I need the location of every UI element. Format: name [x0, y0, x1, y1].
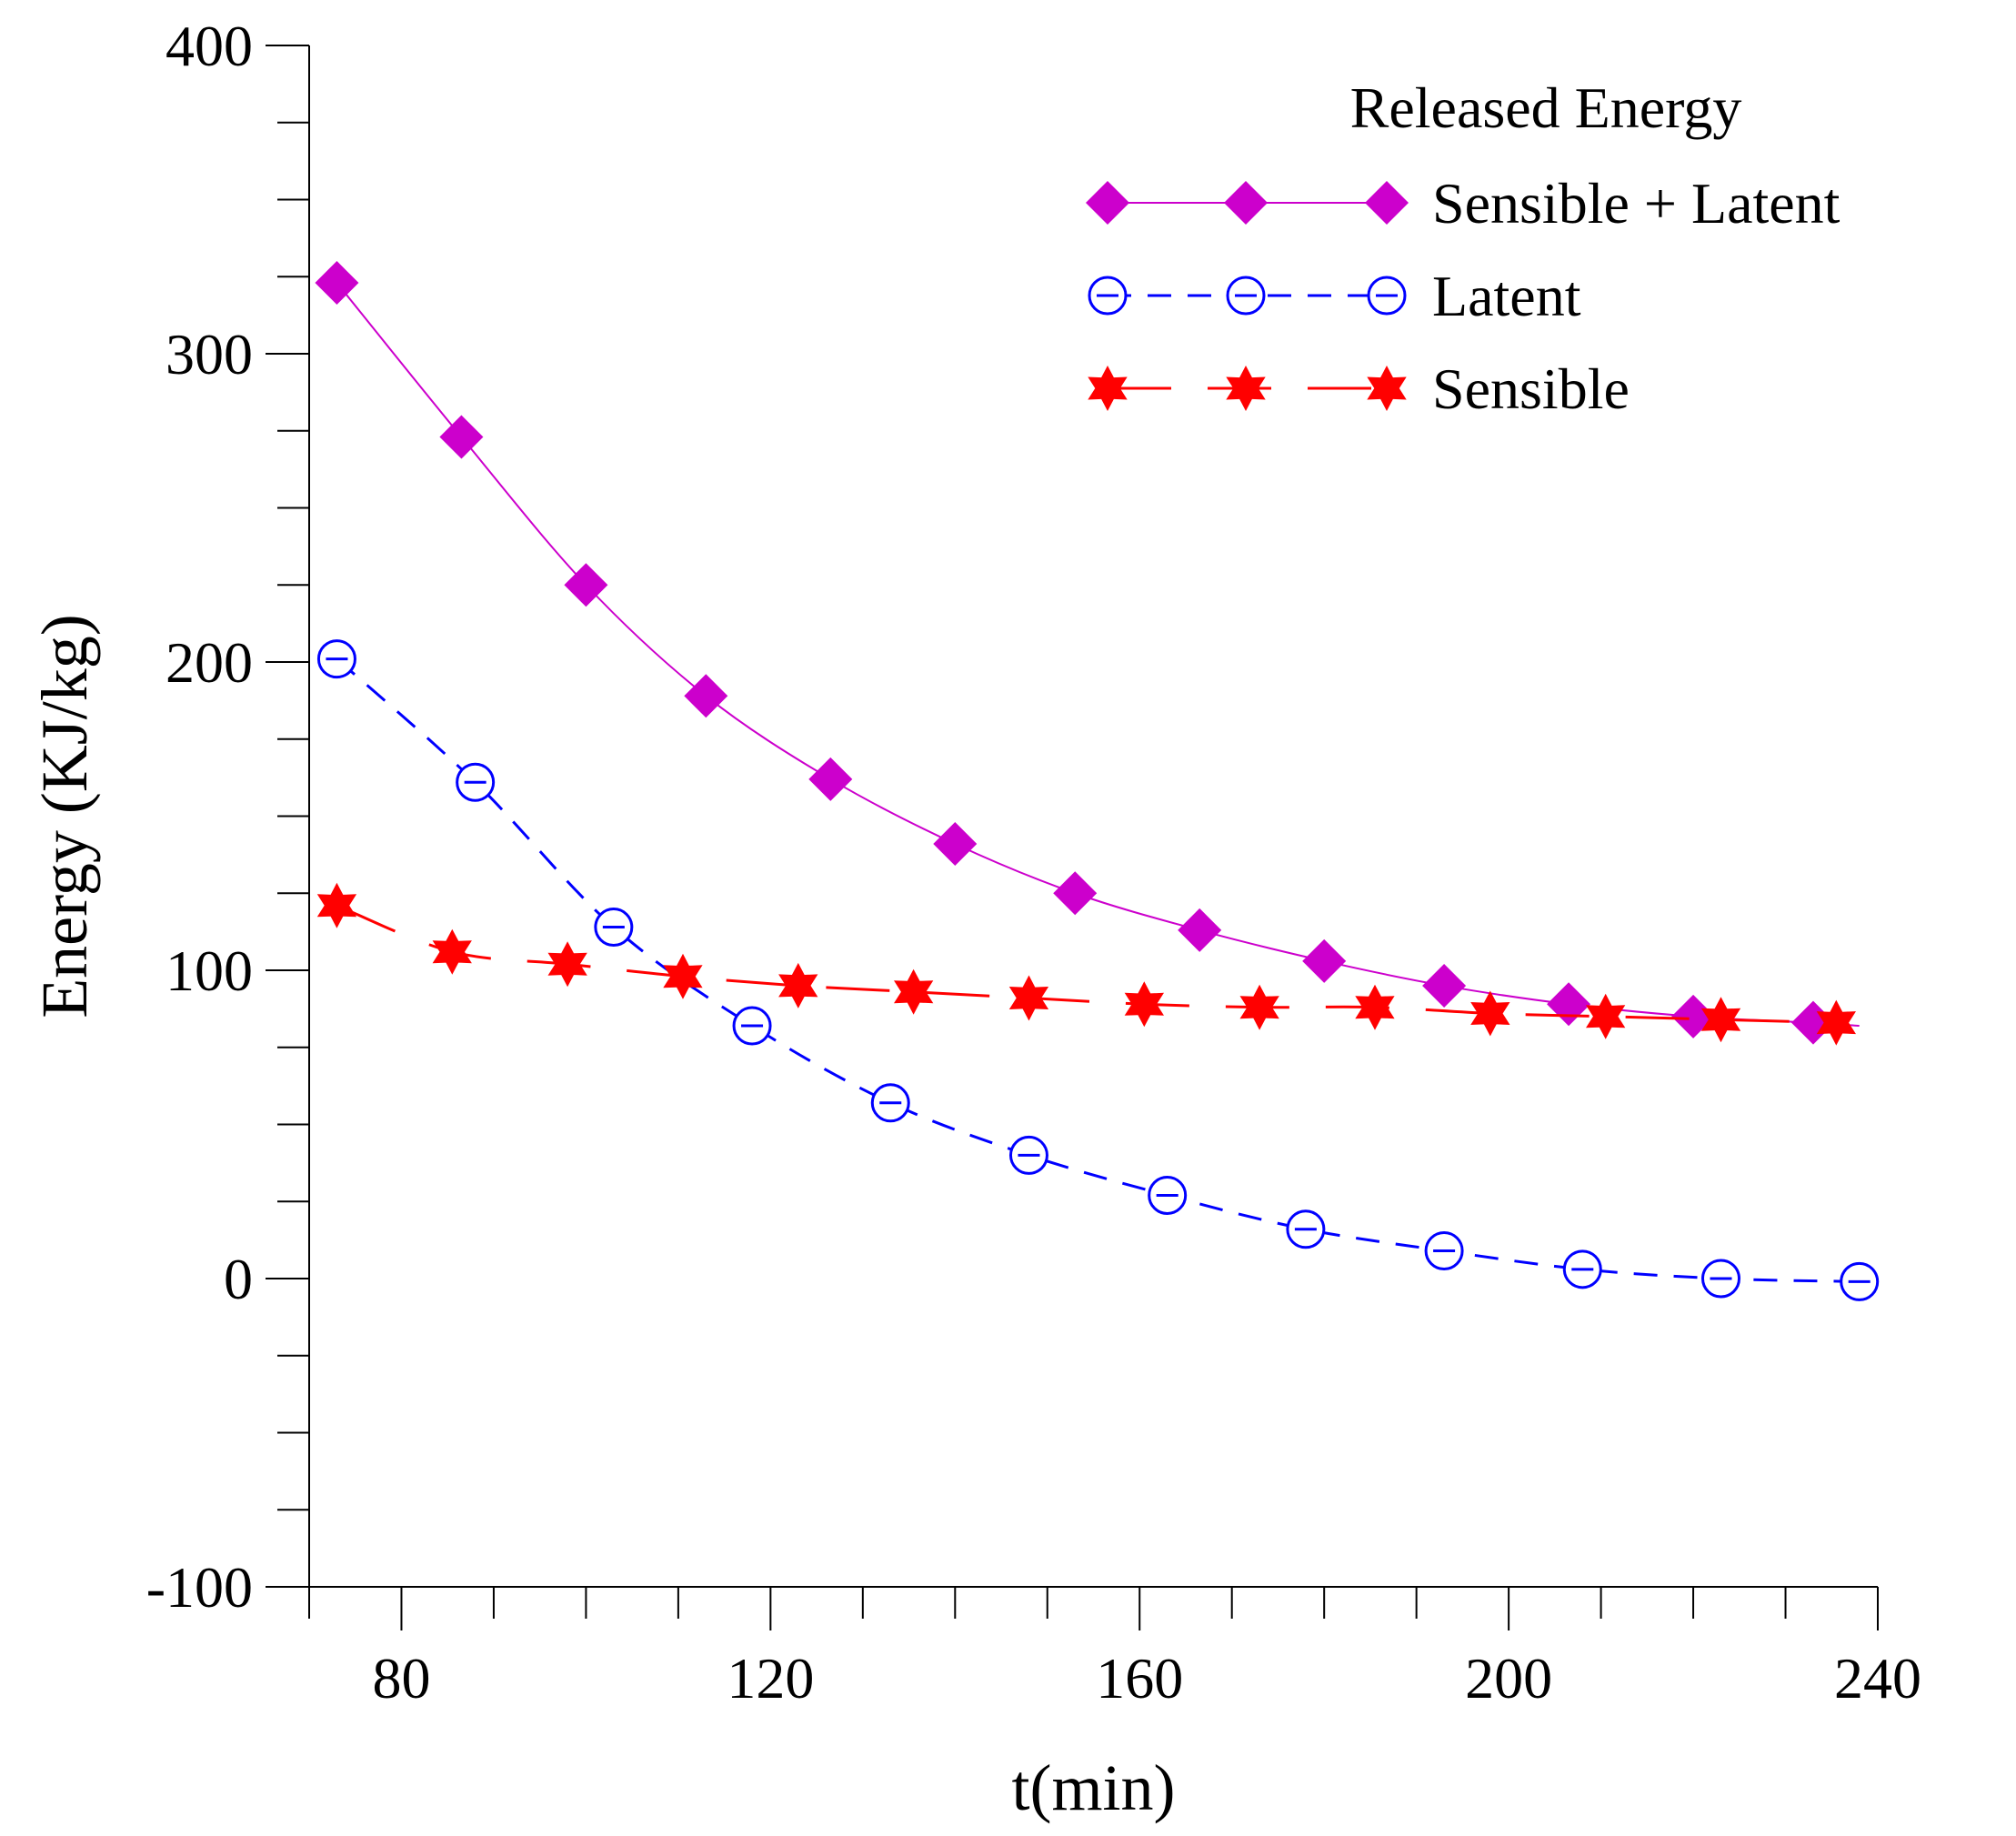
- legend-entries: Sensible + Latent Latent Sensible: [1086, 171, 1840, 421]
- series-2: [316, 882, 1856, 1046]
- legend-marker: [1365, 181, 1409, 225]
- legend-entry: Sensible: [1088, 356, 1630, 421]
- data-point: [1586, 993, 1626, 1039]
- data-point: [894, 968, 934, 1015]
- data-point: [439, 415, 484, 459]
- legend-marker: [1086, 181, 1129, 225]
- data-point: [778, 962, 818, 1008]
- x-tick-label: 200: [1465, 1646, 1552, 1711]
- data-point: [1701, 1259, 1740, 1299]
- legend-entry: Sensible + Latent: [1086, 171, 1840, 236]
- legend-label: Latent: [1432, 264, 1581, 328]
- data-point: [1178, 908, 1222, 952]
- legend-marker: [1088, 276, 1128, 316]
- data-point: [732, 1006, 772, 1046]
- x-tick-label: 160: [1096, 1646, 1183, 1711]
- x-tick-label: 120: [727, 1646, 814, 1711]
- legend-label: Sensible: [1432, 356, 1630, 421]
- legend-marker: [1226, 366, 1266, 411]
- x-tick-label: 80: [372, 1646, 430, 1711]
- series-layer: [315, 261, 1880, 1301]
- x-axis-title: t(min): [1012, 1751, 1176, 1824]
- data-point: [684, 674, 728, 718]
- data-point: [456, 762, 496, 802]
- data-point: [1239, 984, 1279, 1030]
- data-point: [1008, 1135, 1048, 1175]
- data-point: [1355, 984, 1395, 1030]
- data-point: [1816, 999, 1856, 1046]
- x-tick-label: 240: [1834, 1646, 1921, 1711]
- data-point: [663, 953, 703, 999]
- legend-marker: [1088, 366, 1128, 411]
- legend-marker: [1226, 276, 1266, 316]
- data-point: [1008, 975, 1049, 1021]
- y-tick-label: 400: [165, 14, 253, 78]
- series-line: [336, 657, 1860, 1283]
- y-tick-label: 100: [165, 938, 253, 1003]
- legend-marker: [1367, 366, 1407, 411]
- data-point: [1286, 1209, 1326, 1249]
- data-point: [316, 639, 356, 679]
- data-point: [1547, 982, 1591, 1027]
- y-tick-label: 200: [165, 630, 253, 695]
- data-point: [1840, 1261, 1880, 1301]
- data-point: [1700, 997, 1741, 1043]
- y-tick-label: -100: [146, 1555, 253, 1620]
- legend-marker: [1224, 181, 1268, 225]
- data-point: [870, 1083, 910, 1123]
- data-point: [1302, 938, 1347, 983]
- y-tick-label: 0: [224, 1247, 253, 1311]
- y-axis-title: Energy (KJ/kg): [28, 614, 101, 1018]
- legend-title: Released Energy: [1350, 75, 1742, 140]
- legend-marker: [1367, 276, 1407, 316]
- data-point: [594, 908, 634, 948]
- data-point: [315, 261, 359, 306]
- data-point: [1053, 871, 1098, 916]
- data-point: [1470, 990, 1510, 1037]
- data-point: [808, 757, 853, 801]
- data-point: [432, 928, 472, 975]
- data-point: [933, 822, 978, 867]
- data-point: [1124, 981, 1164, 1028]
- data-point: [1422, 963, 1467, 1008]
- legend-entry: Latent: [1088, 264, 1581, 328]
- y-tick-label: 300: [165, 322, 253, 386]
- legend-label: Sensible + Latent: [1432, 171, 1840, 236]
- axes: -100 0 100 200 300 400 80 120 160 200 240: [146, 14, 1921, 1711]
- legend: Released Energy Sensible + LatentLatentS…: [1086, 75, 1840, 421]
- data-point: [316, 882, 357, 928]
- data-point: [564, 563, 608, 607]
- axis-labels: t(min) Energy (KJ/kg): [28, 614, 1175, 1824]
- data-point: [1562, 1249, 1602, 1289]
- data-point: [1424, 1230, 1464, 1270]
- series-1: [316, 639, 1880, 1301]
- data-point: [1148, 1175, 1188, 1215]
- data-point: [547, 941, 587, 988]
